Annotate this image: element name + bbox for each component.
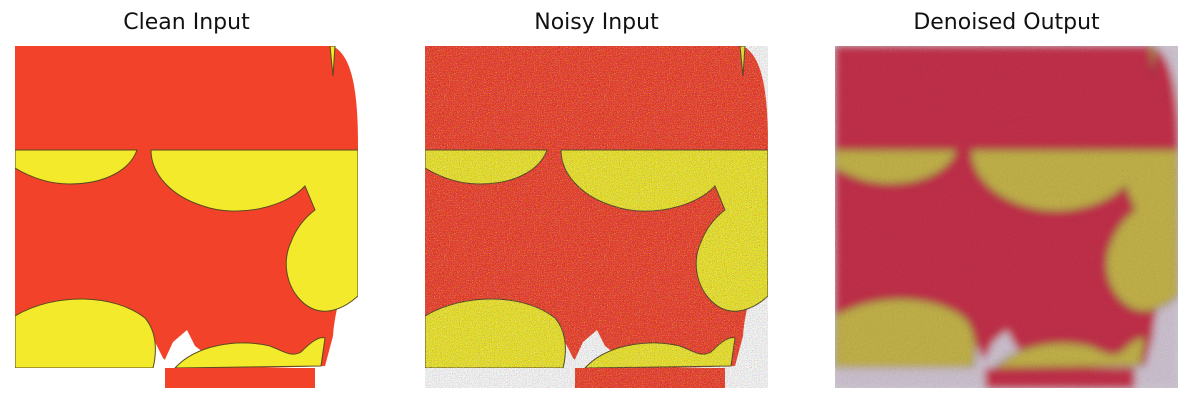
panel-denoised: Denoised Output [835,0,1178,403]
denoised-output-image [835,46,1178,388]
panel-clean: Clean Input [15,0,358,403]
panel-title-noisy: Noisy Input [534,10,659,35]
panel-title-clean: Clean Input [123,10,250,35]
panel-noisy: Noisy Input [425,0,768,403]
clean-input-image [15,46,358,388]
panel-title-denoised: Denoised Output [913,10,1100,35]
noisy-input-image [425,46,768,388]
